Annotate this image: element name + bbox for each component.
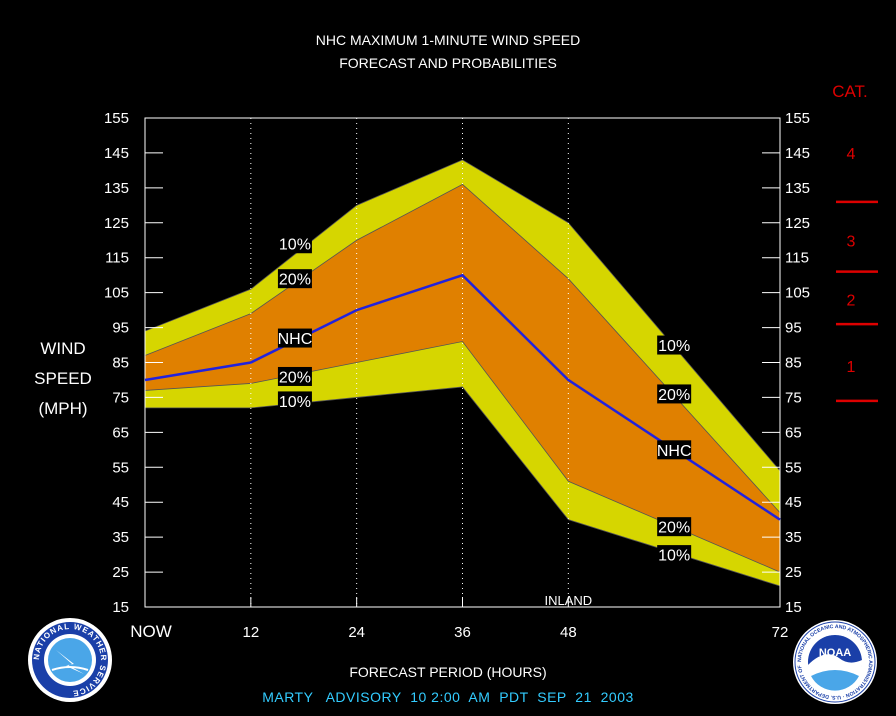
category-header: CAT. (832, 82, 868, 101)
inland-label: INLAND (544, 593, 592, 608)
ytick-label-right: 105 (785, 285, 810, 302)
annotation-label: 10% (277, 234, 312, 254)
ylabel-line-1: WIND (40, 339, 86, 358)
xtick-label: 36 (454, 624, 471, 641)
svg-text:20%: 20% (658, 520, 690, 537)
band-10-lower-edge (145, 386, 781, 587)
advisory-text: MARTY ADVISORY 10 2:00 AM PDT SEP 21 200… (262, 689, 634, 705)
ytick-label-left: 85 (112, 355, 129, 372)
xtick-label: 24 (348, 624, 365, 641)
svg-text:20%: 20% (279, 369, 311, 386)
ytick-label-right: 125 (785, 215, 810, 232)
ytick-label-left: 95 (112, 320, 129, 337)
nhc-forecast-line (144, 273, 781, 521)
ytick-label-right: 55 (785, 459, 802, 476)
annotation-label: 20% (277, 366, 312, 386)
chart-title: NHC MAXIMUM 1-MINUTE WIND SPEED (315, 32, 581, 48)
annotation-label: 20% (657, 384, 692, 404)
ytick-label-right: 15 (785, 599, 802, 616)
chart-subtitle: FORECAST AND PROBABILITIES (339, 55, 557, 71)
annotation-label: 20% (657, 517, 692, 537)
noaa-logo-text: NOAA (819, 647, 851, 659)
ytick-label-right: 145 (785, 145, 810, 162)
ytick-label-left: 15 (112, 599, 129, 616)
annotation-label: NHC (278, 328, 313, 348)
svg-text:10%: 10% (279, 394, 311, 411)
ytick-label-right: 85 (785, 355, 802, 372)
annotation-label: 10% (657, 545, 692, 565)
xtick-label: 48 (560, 624, 577, 641)
category-label: 2 (847, 293, 856, 310)
ytick-label-left: 155 (104, 110, 129, 127)
ytick-label-right: 95 (785, 320, 802, 337)
band-20-upper-edge (144, 183, 781, 513)
annotation-label: 10% (277, 391, 312, 411)
ytick-label-left: 105 (104, 285, 129, 302)
category-label: 3 (847, 233, 856, 250)
xtick-label: 12 (242, 624, 259, 641)
ytick-label-right: 45 (785, 494, 802, 511)
ytick-label-left: 35 (112, 529, 129, 546)
ytick-label-right: 65 (785, 424, 802, 441)
svg-text:10%: 10% (279, 237, 311, 254)
ytick-label-left: 45 (112, 494, 129, 511)
ytick-label-left: 25 (112, 564, 129, 581)
noaa-logo: NOAA NATIONAL OCEANIC AND ATMOSPHERIC AD… (793, 620, 877, 704)
svg-text:20%: 20% (279, 272, 311, 289)
ytick-label-left: 125 (104, 215, 129, 232)
annotation-label: 10% (657, 335, 692, 355)
ytick-label-left: 55 (112, 459, 129, 476)
ytick-label-right: 35 (785, 529, 802, 546)
svg-text:10%: 10% (658, 338, 690, 355)
ytick-label-right: 25 (785, 564, 802, 581)
ylabel-line-3: (MPH) (38, 399, 88, 418)
ylabel-line-2: SPEED (34, 369, 92, 388)
svg-text:NHC: NHC (657, 443, 692, 460)
band-10-upper-edge (144, 159, 781, 472)
svg-text:NHC: NHC (278, 331, 313, 348)
annotation-label: 20% (277, 269, 312, 289)
band-20-lower-edge (144, 341, 781, 573)
svg-text:20%: 20% (658, 387, 690, 404)
xtick-label: NOW (130, 622, 172, 641)
ytick-label-left: 115 (105, 250, 129, 267)
ytick-label-left: 75 (112, 389, 129, 406)
ytick-label-right: 75 (785, 389, 802, 406)
category-label: 4 (847, 146, 856, 163)
xtick-label: 72 (772, 624, 789, 641)
category-label: 1 (847, 359, 856, 376)
annotation-label: NHC (657, 440, 692, 460)
ytick-label-left: 135 (104, 180, 129, 197)
ytick-label-left: 65 (112, 424, 129, 441)
ytick-label-right: 135 (785, 180, 810, 197)
svg-text:10%: 10% (658, 548, 690, 565)
ytick-label-right: 155 (785, 110, 810, 127)
x-axis-label: FORECAST PERIOD (HOURS) (349, 664, 547, 680)
ytick-label-right: 115 (785, 250, 809, 267)
nws-logo: NATIONAL WEATHER SERVICE (28, 618, 112, 702)
ytick-label-left: 145 (104, 145, 129, 162)
